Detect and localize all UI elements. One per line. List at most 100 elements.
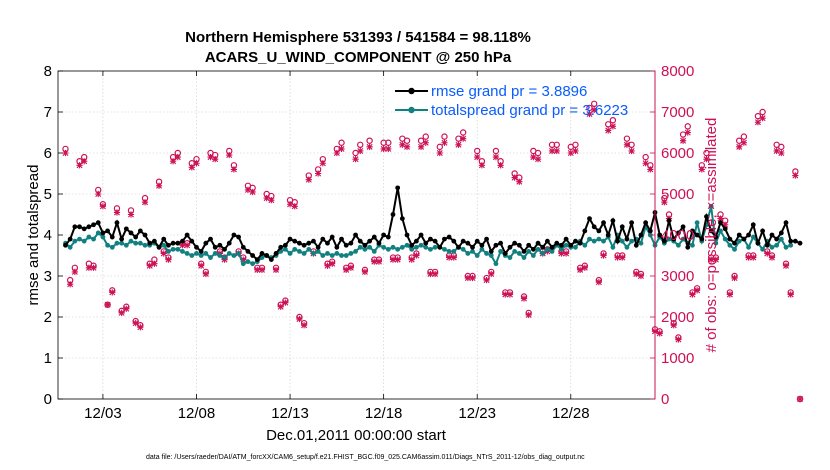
rmse-point — [629, 220, 635, 226]
obs-assimilated-point — [488, 270, 495, 278]
obs-assimilated-point — [553, 147, 560, 155]
obs-possible-point — [609, 116, 617, 124]
rmse-point — [77, 224, 82, 230]
rmse-point — [638, 232, 644, 238]
rmse-point — [194, 244, 199, 250]
obs-assimilated-point — [286, 201, 294, 208]
rmse-point — [413, 238, 419, 244]
obs-assimilated-point — [492, 153, 500, 161]
obs-assimilated-point — [202, 270, 209, 278]
obs-assimilated-point — [605, 127, 612, 134]
obs-assimilated-point — [782, 262, 790, 269]
obs-possible-point — [759, 108, 766, 116]
obs-assimilated-point — [422, 139, 429, 146]
totalspread-point — [311, 251, 316, 256]
obs-assimilated-point — [525, 311, 532, 319]
totalspread-point — [325, 251, 330, 256]
legend-rmse-label: rmse grand pr = 3.8896 — [431, 83, 587, 100]
totalspread-point — [306, 246, 312, 252]
totalspread-point — [282, 246, 288, 252]
totalspread-point — [507, 255, 513, 260]
rmse-point — [474, 238, 480, 244]
y-left-tick-label: 5 — [44, 186, 52, 203]
obs-assimilated-point — [165, 256, 172, 263]
obs-assimilated-point — [712, 256, 719, 263]
totalspread-point — [675, 242, 681, 248]
rmse-point — [615, 238, 620, 244]
rmse-point — [348, 240, 354, 246]
rmse-point — [91, 222, 96, 228]
totalspread-point — [722, 236, 728, 242]
totalspread-point — [591, 238, 597, 244]
totalspread-point — [114, 240, 120, 246]
totalspread-point — [222, 255, 227, 260]
obs-assimilated-point — [137, 324, 144, 331]
rmse-point — [535, 240, 541, 246]
rmse-point — [708, 228, 714, 234]
obs-assimilated-point — [417, 143, 425, 150]
totalspread-point — [690, 242, 695, 248]
y-right-tick-label: 2000 — [661, 309, 694, 326]
rmse-point — [797, 240, 803, 246]
totalspread-point — [680, 236, 686, 242]
y-left-tick-label: 4 — [44, 227, 52, 244]
obs-possible-point — [553, 141, 560, 148]
obs-assimilated-point — [520, 295, 528, 302]
obs-possible-point — [534, 149, 542, 157]
obs-assimilated-point — [62, 149, 69, 157]
rmse-point — [778, 230, 784, 236]
obs-assimilated-point — [305, 176, 312, 183]
totalspread-point — [208, 255, 213, 260]
totalspread-point — [760, 246, 766, 252]
rmse-point — [151, 238, 157, 244]
rmse-point — [456, 244, 461, 250]
obs-assimilated-point — [740, 139, 748, 146]
totalspread-point — [105, 242, 110, 248]
obs-assimilated-point — [263, 194, 270, 202]
obs-possible-point — [492, 147, 500, 155]
totalspread-point — [526, 249, 532, 254]
rmse-point — [254, 257, 260, 262]
rmse-point — [390, 212, 396, 217]
rmse-point — [357, 238, 363, 244]
obs-assimilated-point — [679, 137, 687, 144]
obs-assimilated-point — [343, 266, 350, 273]
totalspread-point — [484, 251, 489, 256]
totalspread-point — [320, 253, 326, 258]
obs-assimilated-point — [174, 153, 181, 161]
obs-assimilated-point — [534, 156, 542, 163]
totalspread-point — [624, 244, 630, 250]
obs-assimilated-point — [258, 266, 266, 273]
rmse-point — [470, 244, 475, 250]
totalspread-point — [123, 242, 129, 248]
rmse-point — [114, 220, 120, 226]
obs-possible-point — [403, 137, 411, 144]
rmse-point — [760, 228, 766, 234]
totalspread-point — [432, 244, 438, 250]
rmse-point — [142, 232, 148, 238]
y-axis-label-right: # of obs: o=possible; ×=assimilated — [703, 118, 720, 353]
obs-assimilated-point — [357, 147, 364, 155]
totalspread-point — [128, 238, 134, 244]
x-tick-label: 12/18 — [365, 405, 403, 422]
obs-assimilated-point — [778, 149, 785, 157]
rmse-point — [690, 228, 695, 234]
y-right-tick-label: 4000 — [661, 227, 694, 244]
totalspread-point — [240, 261, 246, 267]
obs-assimilated-point — [230, 166, 238, 173]
rmse-point — [334, 244, 340, 250]
rmse-point — [67, 236, 73, 242]
obs-assimilated-point — [389, 256, 397, 263]
totalspread-point — [727, 242, 733, 248]
obs-assimilated-point — [81, 158, 88, 165]
rmse-point — [109, 234, 115, 240]
obs-assimilated-point — [249, 188, 256, 196]
y-left-tick-label: 6 — [44, 145, 52, 162]
totalspread-point — [540, 251, 546, 256]
totalspread-point — [348, 251, 354, 256]
rmse-point — [245, 249, 251, 254]
totalspread-point — [409, 246, 415, 252]
rmse-point — [166, 242, 171, 248]
obs-assimilated-point — [637, 272, 645, 280]
totalspread-point — [329, 253, 335, 258]
